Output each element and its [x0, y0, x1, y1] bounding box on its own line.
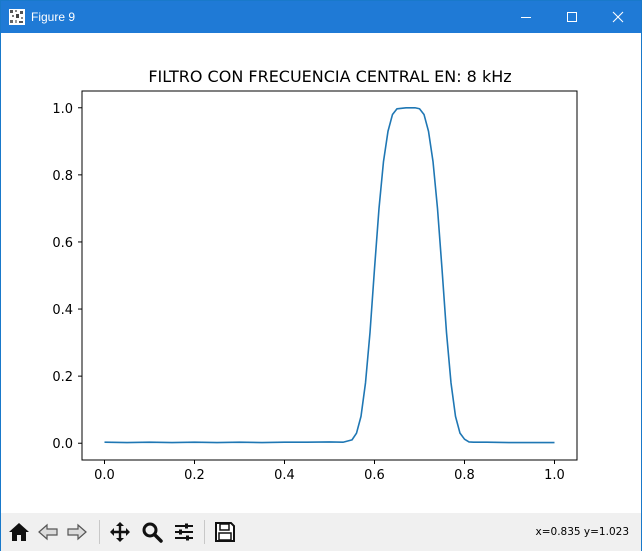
close-icon: [612, 11, 624, 23]
x-tick-label: 0.6: [364, 468, 385, 483]
save-button[interactable]: [211, 518, 239, 546]
y-tick-label: 0.8: [52, 169, 73, 184]
navigation-toolbar: x=0.835 y=1.023: [1, 513, 641, 551]
maximize-icon: [567, 12, 577, 22]
axes-frame: [81, 90, 578, 461]
y-tick-label: 0.6: [52, 236, 73, 251]
x-tick-label: 0.4: [274, 468, 295, 483]
toolbar-separator: [204, 520, 205, 544]
save-icon: [215, 522, 235, 542]
x-tick-label: 1.0: [544, 468, 565, 483]
title-bar[interactable]: Figure 9: [1, 1, 641, 33]
zoom-button[interactable]: [138, 518, 166, 546]
home-icon: [9, 523, 29, 541]
back-button[interactable]: [34, 518, 62, 546]
pan-icon: [110, 522, 130, 542]
forward-icon: [67, 523, 87, 541]
pan-button[interactable]: [106, 518, 134, 546]
window-title: Figure 9: [31, 10, 76, 24]
configure-subplots-icon: [175, 523, 193, 541]
y-tick-label: 0.2: [52, 370, 73, 385]
y-tick-label: 0.4: [52, 303, 73, 318]
close-button[interactable]: [595, 1, 641, 33]
line-chart[interactable]: FILTRO CON FRECUENCIA CENTRAL EN: 8 kHz …: [1, 33, 641, 513]
cursor-coordinates: x=0.835 y=1.023: [535, 526, 629, 538]
chart-title: FILTRO CON FRECUENCIA CENTRAL EN: 8 kHz: [148, 67, 511, 86]
x-tick-label: 0.0: [94, 468, 115, 483]
forward-button[interactable]: [63, 518, 91, 546]
filter-response-line: [104, 106, 555, 444]
y-tick-label: 0.0: [52, 437, 73, 452]
y-tick-label: 1.0: [52, 102, 73, 117]
back-icon: [38, 523, 58, 541]
figure-canvas[interactable]: FILTRO CON FRECUENCIA CENTRAL EN: 8 kHz …: [1, 33, 641, 513]
maximize-button[interactable]: [549, 1, 595, 33]
x-tick-label: 0.8: [454, 468, 475, 483]
matplotlib-app-icon: [9, 9, 25, 25]
configure-subplots-button[interactable]: [170, 518, 198, 546]
minimize-button[interactable]: [503, 1, 549, 33]
x-tick-label: 0.2: [184, 468, 205, 483]
zoom-icon: [142, 522, 163, 543]
minimize-icon: [521, 17, 531, 18]
home-button[interactable]: [5, 518, 33, 546]
toolbar-separator: [99, 520, 100, 544]
